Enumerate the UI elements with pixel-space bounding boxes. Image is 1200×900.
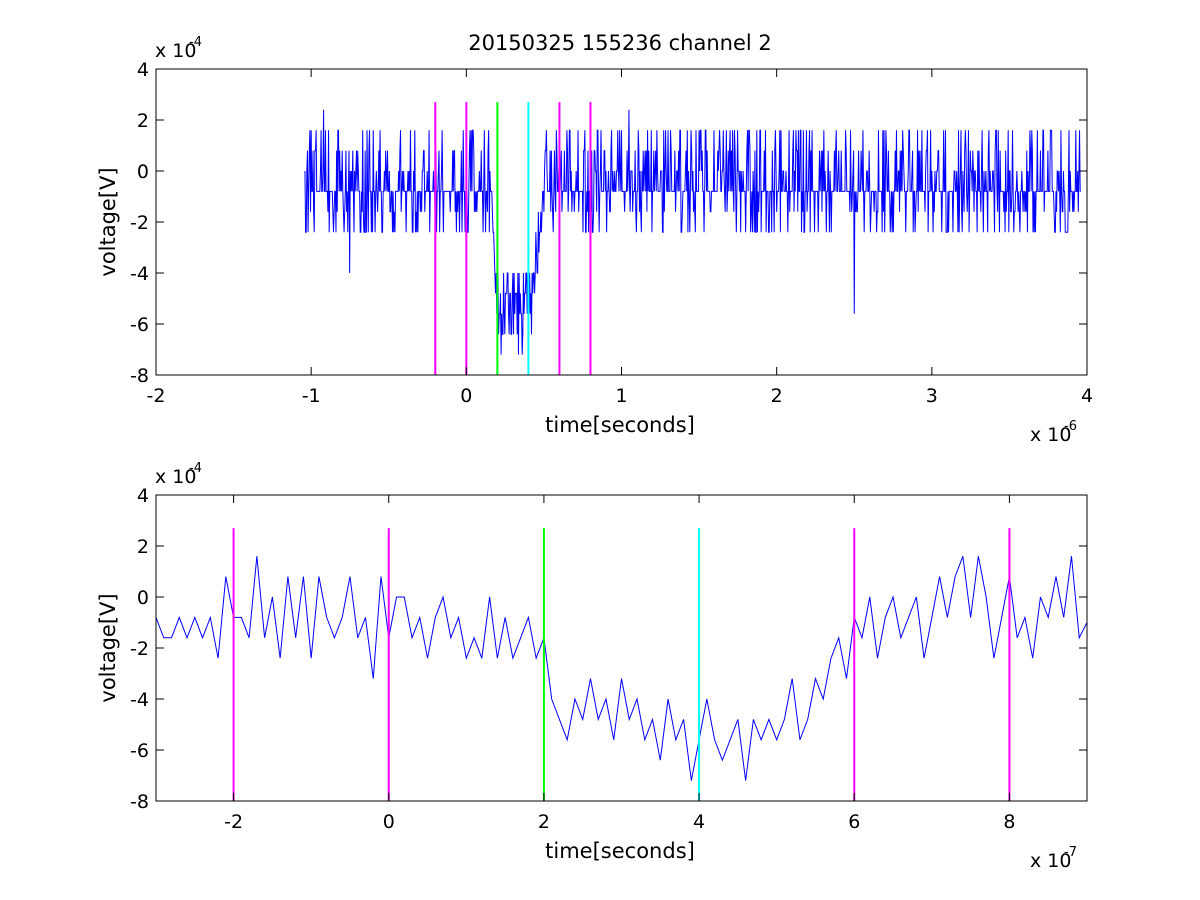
top-x-tick-label: 2: [771, 385, 783, 407]
top-y-tick-label: -6: [130, 314, 149, 336]
top-x-exponent-power: -6: [1064, 419, 1077, 434]
bottom-y-tick-label: -2: [130, 638, 149, 660]
top-y-tick-label: -8: [130, 365, 149, 387]
bottom-voltage-trace: [156, 556, 1087, 781]
bottom-x-tick-label: 2: [538, 811, 550, 833]
bottom-x-tick-label: -2: [224, 811, 243, 833]
bottom-x-tick-label: 0: [383, 811, 395, 833]
top-y-tick-label: -2: [130, 212, 149, 234]
top-x-tick-label: 1: [615, 385, 627, 407]
top-y-tick-label: 0: [137, 161, 149, 183]
top-y-tick-label: -4: [130, 263, 149, 285]
bottom-y-tick-label: 2: [137, 536, 149, 558]
top-y-exponent-base: x 10: [155, 40, 196, 62]
bottom-x-axis-label: time[seconds]: [545, 839, 695, 863]
top-x-tick-label: 4: [1081, 385, 1093, 407]
bottom-y-tick-label: -4: [130, 689, 149, 711]
bottom-y-axis-label: voltage[V]: [96, 593, 120, 702]
top-x-exponent: x 10 -6: [1030, 419, 1077, 446]
bottom-x-exponent-base: x 10: [1030, 850, 1071, 872]
bottom-x-tick-label: 6: [848, 811, 860, 833]
top-x-tick-label: -2: [147, 385, 166, 407]
top-x-exponent-base: x 10: [1030, 424, 1071, 446]
bottom-subplot: time[seconds] voltage[V] x 10 -7 x 10 -4…: [96, 461, 1088, 872]
top-y-exponent: x 10 -4: [155, 35, 202, 62]
top-x-axis-label: time[seconds]: [545, 413, 695, 437]
top-y-tick-label: 2: [137, 110, 149, 132]
bottom-x-exponent: x 10 -7: [1030, 845, 1077, 872]
figure-title: 20150325 155236 channel 2: [468, 31, 772, 55]
top-x-tick-label: 0: [460, 385, 472, 407]
bottom-y-tick-label: 4: [137, 485, 149, 507]
bottom-y-tick-label: -8: [130, 791, 149, 813]
bottom-x-exponent-power: -7: [1064, 845, 1077, 860]
top-y-axis-label: voltage[V]: [96, 167, 120, 276]
top-y-exponent-power: -4: [189, 35, 202, 50]
bottom-y-exponent-power: -4: [189, 461, 202, 476]
top-subplot: time[seconds] voltage[V] x 10 -6 x 10 -4…: [96, 35, 1093, 446]
bottom-y-exponent-base: x 10: [155, 466, 196, 488]
bottom-y-tick-label: -6: [130, 740, 149, 762]
top-x-tick-label: -1: [302, 385, 321, 407]
bottom-x-tick-label: 4: [693, 811, 705, 833]
top-voltage-trace: [304, 109, 1081, 355]
bottom-x-tick-label: 8: [1003, 811, 1015, 833]
top-x-tick-label: 3: [926, 385, 938, 407]
bottom-y-exponent: x 10 -4: [155, 461, 202, 488]
bottom-y-tick-label: 0: [137, 587, 149, 609]
top-y-tick-label: 4: [137, 59, 149, 81]
